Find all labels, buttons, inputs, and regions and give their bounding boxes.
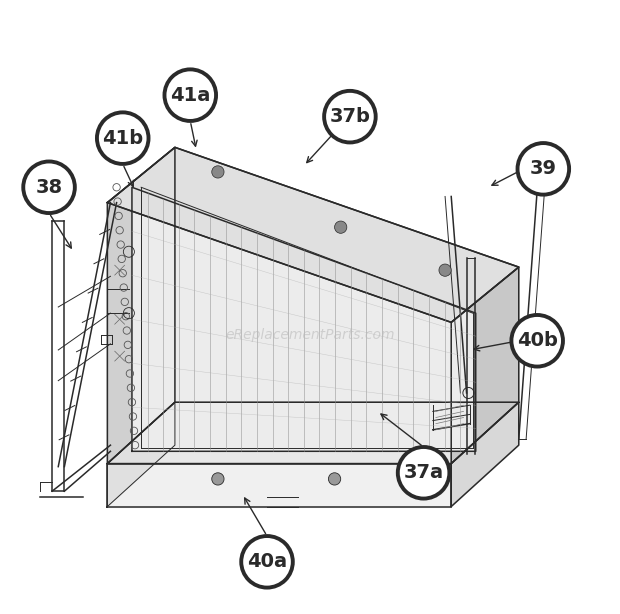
Circle shape xyxy=(398,447,450,499)
Circle shape xyxy=(324,91,376,142)
Polygon shape xyxy=(107,147,519,322)
Polygon shape xyxy=(451,267,519,464)
Text: eReplacementParts.com: eReplacementParts.com xyxy=(225,328,395,341)
Polygon shape xyxy=(107,402,519,464)
Circle shape xyxy=(512,315,563,367)
Polygon shape xyxy=(107,147,519,322)
Text: 40b: 40b xyxy=(516,332,557,350)
Circle shape xyxy=(241,536,293,588)
Polygon shape xyxy=(132,187,476,451)
Text: 37a: 37a xyxy=(404,464,444,482)
Polygon shape xyxy=(107,147,175,464)
Circle shape xyxy=(164,69,216,121)
Circle shape xyxy=(24,161,75,213)
Circle shape xyxy=(212,166,224,178)
Circle shape xyxy=(335,221,347,233)
Text: 40a: 40a xyxy=(247,553,287,571)
Text: 37b: 37b xyxy=(329,107,370,126)
Circle shape xyxy=(97,112,149,164)
Text: 39: 39 xyxy=(530,160,557,178)
Text: 38: 38 xyxy=(35,178,63,196)
Circle shape xyxy=(433,464,445,476)
Polygon shape xyxy=(107,402,175,507)
Text: 41b: 41b xyxy=(102,129,143,147)
Polygon shape xyxy=(107,464,451,507)
Circle shape xyxy=(439,264,451,276)
Circle shape xyxy=(329,473,341,485)
Circle shape xyxy=(518,143,569,195)
Polygon shape xyxy=(451,402,519,507)
Text: 41a: 41a xyxy=(170,86,210,104)
Circle shape xyxy=(212,473,224,485)
